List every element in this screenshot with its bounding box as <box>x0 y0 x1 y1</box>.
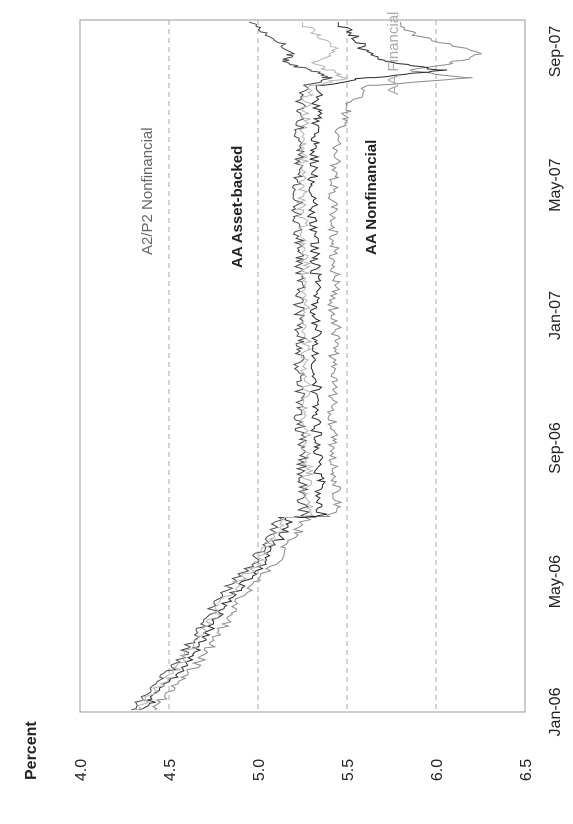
series-label: A2/P2 Nonfinancial <box>139 127 156 255</box>
y-tick-label: 5.0 <box>251 759 268 781</box>
series-line <box>135 22 349 711</box>
series-label: AA Nonfinancial <box>363 140 380 255</box>
y-axis-label: Percent <box>23 721 40 780</box>
series-label: AA Financial <box>385 12 402 95</box>
x-tick-label: May-07 <box>547 158 564 211</box>
x-tick-label: Jan-06 <box>547 687 564 736</box>
series-line <box>139 22 448 711</box>
series-labels: A2/P2 Nonfinancial AA Asset-backed AA Nonf… <box>139 12 402 268</box>
series-line <box>151 22 482 711</box>
y-tick-label: 5.5 <box>340 759 357 781</box>
series-label: AA Asset-backed <box>229 146 246 268</box>
y-tick-label: 6.0 <box>429 759 446 781</box>
plot-area-frame <box>79 19 526 713</box>
y-tick-label: 4.5 <box>162 759 179 781</box>
y-tick-label: 4.0 <box>73 759 90 781</box>
x-tick-label: Jan-07 <box>547 291 564 340</box>
series-lines <box>131 21 482 711</box>
y-tick-labels: 4.0 4.5 5.0 5.5 6.0 6.5 <box>73 759 535 781</box>
x-tick-label: Sep-07 <box>547 26 564 78</box>
x-tick-label: Sep-06 <box>547 422 564 474</box>
series-line <box>131 21 333 711</box>
x-tick-labels: Jan-06 May-06 Sep-06 Jan-07 May-07 Sep-07 <box>547 26 564 737</box>
y-tick-label: 6.5 <box>518 759 535 781</box>
x-tick-label: May-06 <box>547 555 564 608</box>
grid-lines <box>168 20 437 712</box>
